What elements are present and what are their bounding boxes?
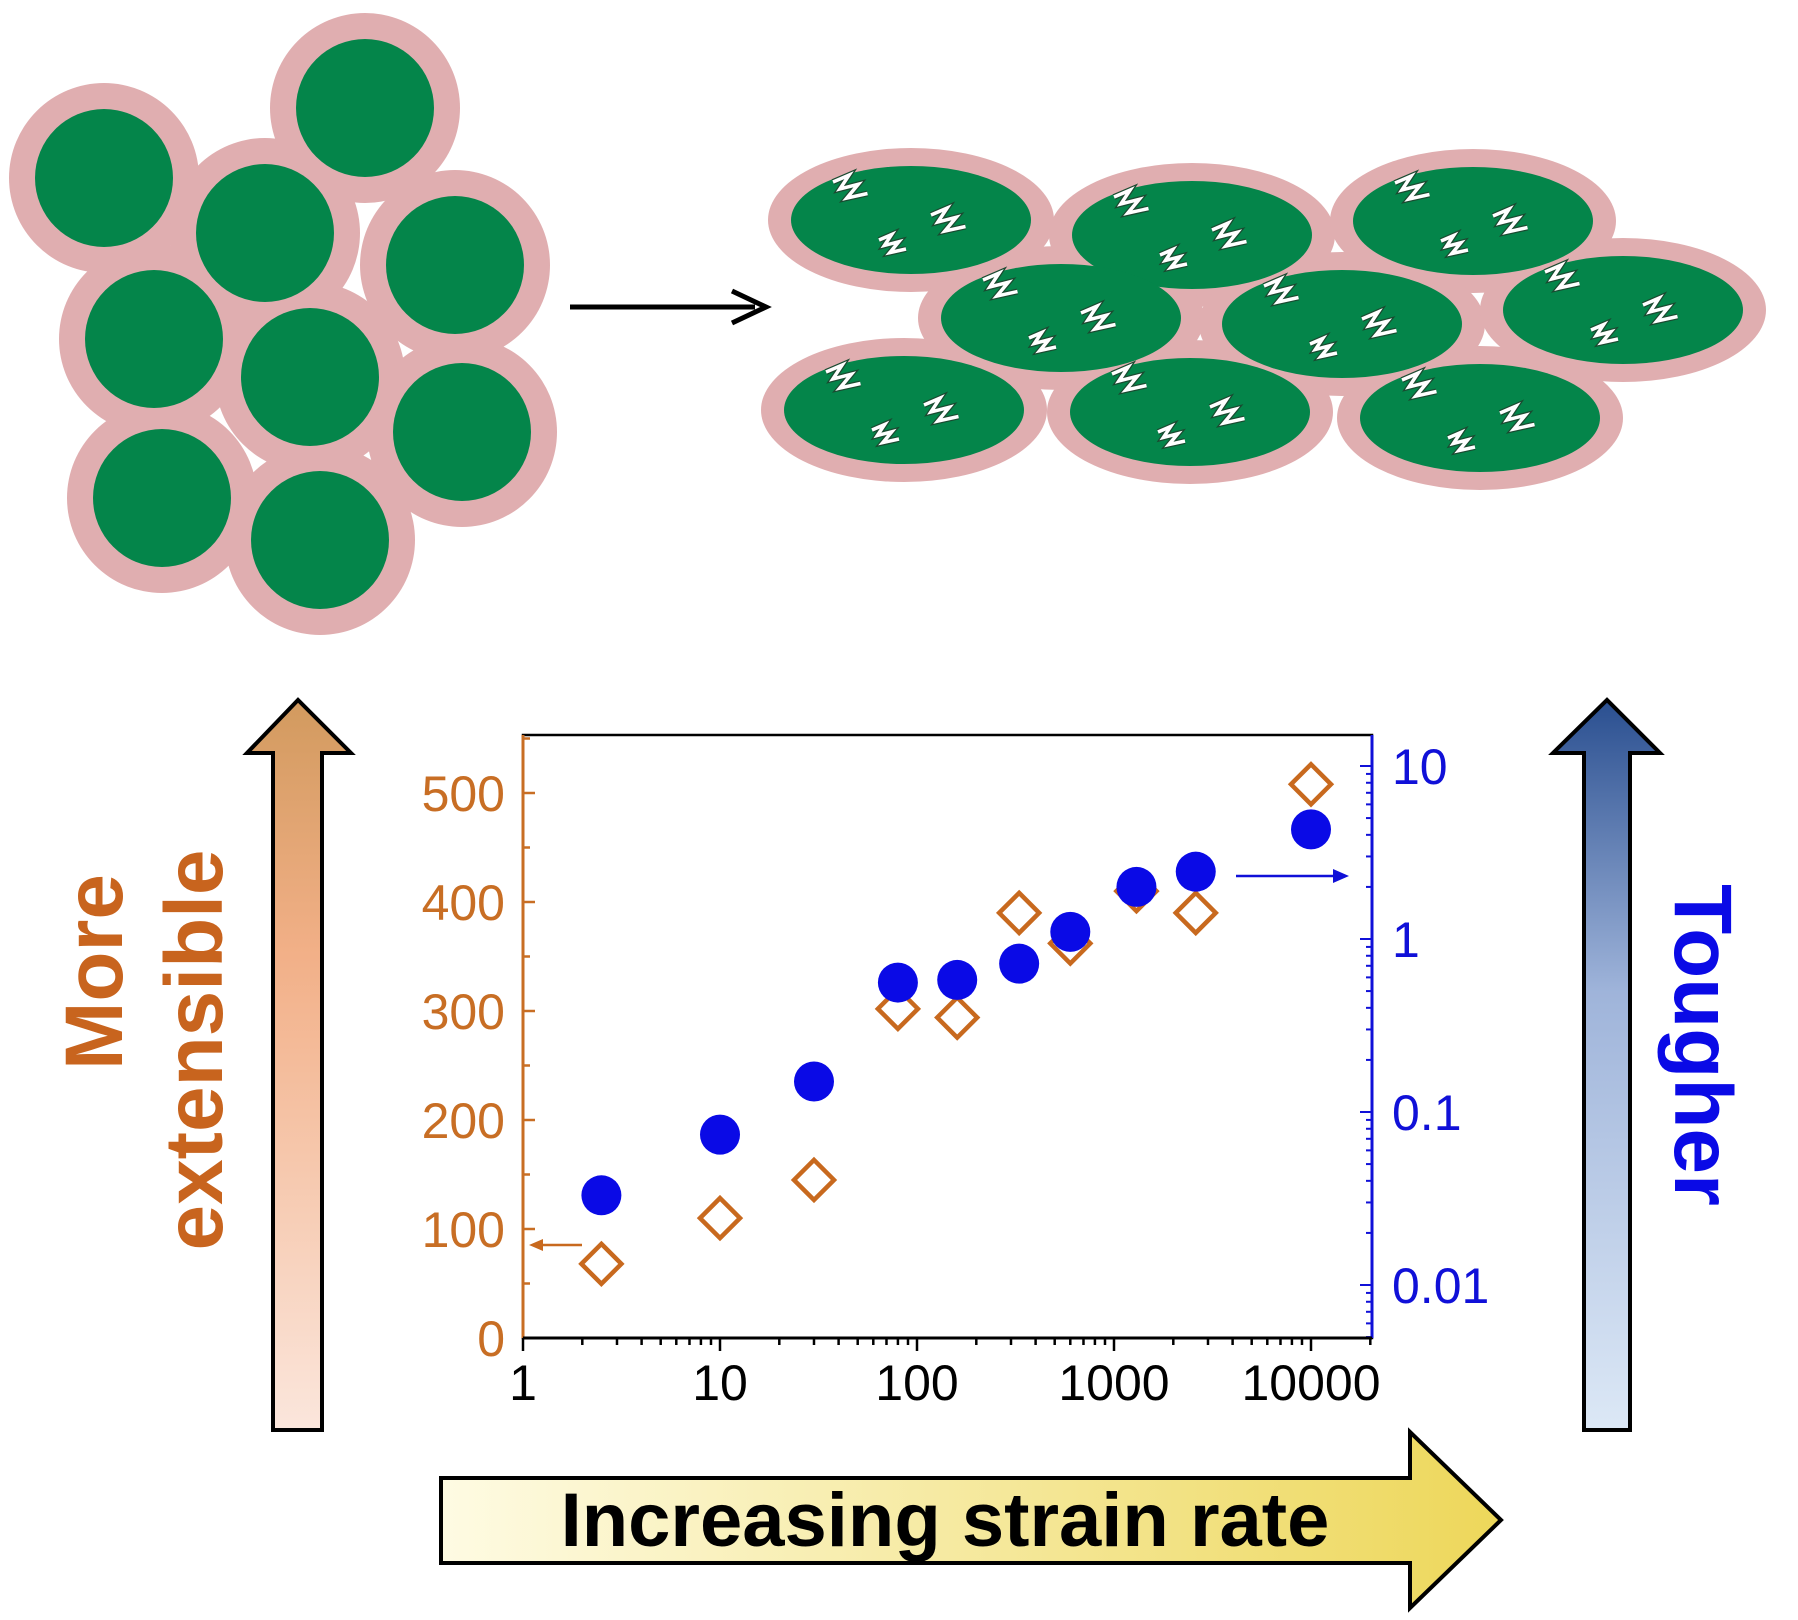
crack (1028, 328, 1057, 354)
left-axis-pointer (529, 1239, 582, 1251)
toughness-point (1291, 809, 1331, 850)
particle-core (1360, 364, 1600, 472)
right-tick-label: 1 (1392, 912, 1420, 968)
crack (930, 204, 966, 234)
crack (871, 420, 900, 446)
toughness-point (937, 959, 978, 1000)
series-toughness (581, 809, 1331, 1216)
crack (982, 269, 1018, 299)
particle-core (791, 166, 1031, 274)
crack (1159, 245, 1188, 271)
plot-frame (521, 733, 1374, 1340)
extensibility-point (1172, 889, 1219, 937)
crack (1440, 231, 1469, 257)
right-tick-label: 0.1 (1392, 1085, 1462, 1141)
toughness-arrow (1548, 697, 1665, 1432)
extensibility-point (934, 994, 981, 1041)
toughness-point (1050, 911, 1091, 952)
strain-rate-arrow (439, 1427, 1504, 1613)
crack (1499, 402, 1535, 432)
crack (1309, 334, 1338, 360)
left-tick-label: 100 (422, 1202, 505, 1258)
right-axis-pointer (1236, 869, 1349, 883)
right-tick-label: 10 (1392, 739, 1448, 795)
toughness-point (1116, 866, 1157, 907)
toughness-point (1175, 851, 1216, 892)
crack (1544, 261, 1580, 291)
particle-core (784, 356, 1024, 464)
crack (1590, 320, 1619, 346)
toughness-point (581, 1175, 622, 1216)
particle-core (251, 471, 389, 609)
particles-before (9, 13, 557, 635)
particle-core (393, 363, 531, 501)
right-tick-label: 0.01 (1392, 1258, 1489, 1314)
particle-core (1070, 358, 1310, 466)
particle-core (386, 196, 524, 334)
toughness-point (793, 1061, 834, 1102)
particle-core (241, 308, 379, 446)
particle-core (1222, 270, 1462, 378)
crack (832, 171, 868, 201)
particle-core (85, 270, 223, 408)
crack (878, 230, 907, 256)
particle-core (93, 429, 231, 567)
process-arrow (570, 288, 772, 326)
extensibility-point (696, 1194, 744, 1242)
crack (1401, 369, 1437, 399)
extensibility-point (995, 889, 1043, 937)
strain-rate-label: Increasing strain rate (561, 1478, 1330, 1563)
crack (1111, 363, 1147, 393)
crack (1642, 294, 1678, 324)
x-tick-label: 100 (875, 1355, 958, 1411)
x-tick-label: 1000 (1058, 1355, 1169, 1411)
x-tick-label: 10 (692, 1355, 748, 1411)
toughness-label: Tougher (1657, 884, 1748, 1206)
chart: 0 100 200 300 400 500 0.01 0.1 1 10 1 10 100 1000 10… (422, 733, 1489, 1411)
left-axis: 0 100 200 300 400 500 (422, 735, 535, 1367)
extensibility-point (790, 1156, 838, 1204)
extensibility-label: More extensible (49, 849, 240, 1250)
particle-core (296, 39, 434, 177)
particle-core (941, 264, 1181, 372)
crack (825, 361, 861, 391)
particle-core (35, 109, 173, 247)
crack (1492, 205, 1528, 235)
crack (1211, 219, 1247, 249)
extensibility-arrow (242, 697, 356, 1432)
toughness-point (877, 962, 918, 1003)
crack (1113, 186, 1149, 216)
crack (1080, 302, 1116, 332)
left-tick-label: 300 (422, 984, 505, 1040)
left-tick-label: 500 (422, 766, 505, 822)
crack (1361, 308, 1397, 338)
extensibility-label-line2: extensible (149, 849, 240, 1250)
crack (923, 394, 959, 424)
crack (1209, 396, 1245, 426)
x-tick-label: 10000 (1241, 1355, 1380, 1411)
crack (1157, 422, 1186, 448)
toughness-point (700, 1114, 740, 1155)
x-tick-label: 1 (509, 1355, 537, 1411)
crack (1447, 428, 1476, 454)
particle-core (1503, 256, 1743, 364)
particle-core (1353, 167, 1593, 275)
particles-after (761, 148, 1766, 490)
extensibility-point (578, 1240, 625, 1288)
crack (1394, 172, 1430, 202)
left-tick-label: 200 (422, 1093, 505, 1149)
left-tick-label: 0 (477, 1311, 505, 1367)
particle-core (196, 164, 334, 302)
right-axis: 0.01 0.1 1 10 (1360, 735, 1489, 1339)
extensibility-point (1287, 761, 1335, 808)
toughness-point (999, 943, 1040, 984)
x-axis: 1 10 100 1000 10000 (509, 1336, 1381, 1411)
extensibility-label-line1: More (49, 874, 140, 1070)
crack (1263, 275, 1299, 305)
left-tick-label: 400 (422, 875, 505, 931)
